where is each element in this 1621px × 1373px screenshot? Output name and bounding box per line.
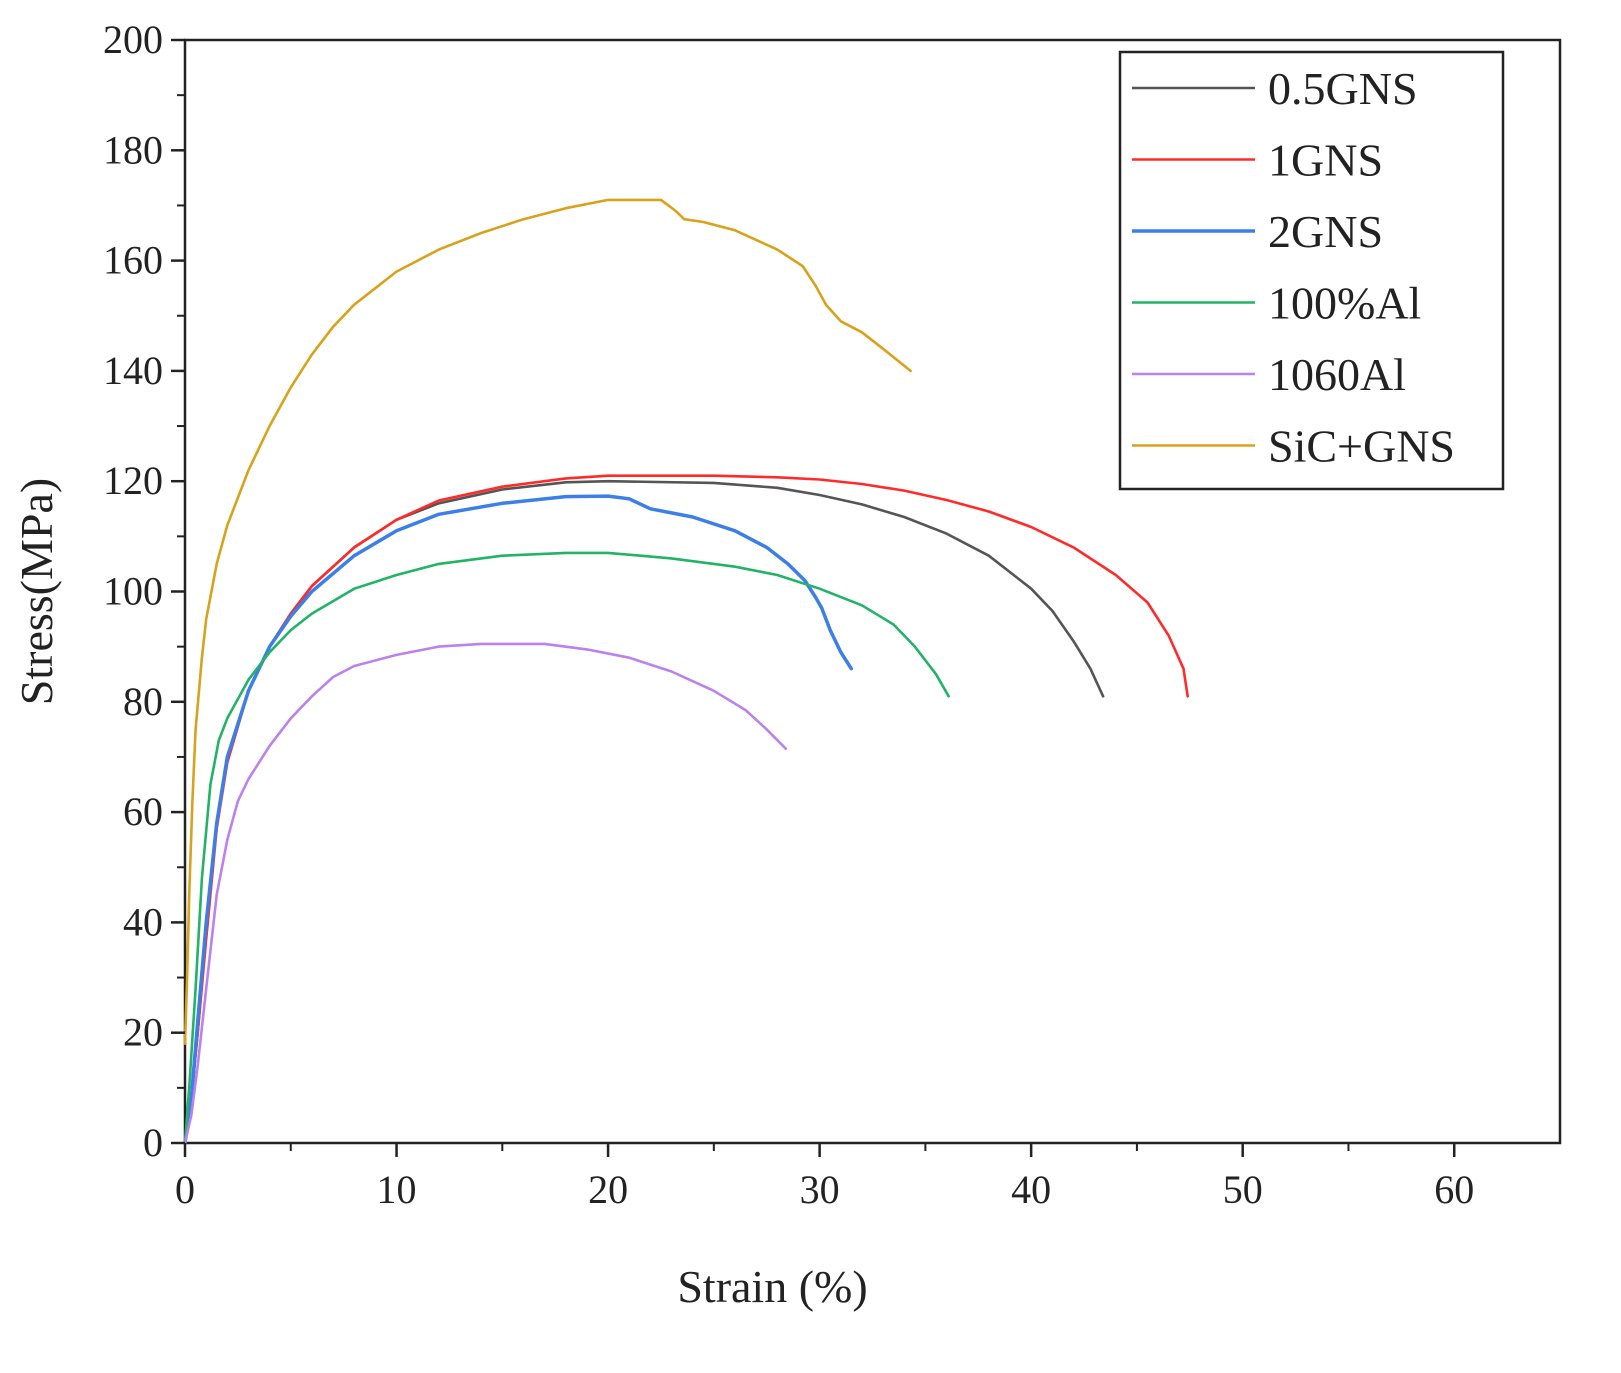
legend-label-2gns: 2GNS [1268, 206, 1383, 257]
y-axis-ticks: 0 20 40 60 80 100 120 140 160 180 200 [103, 17, 185, 1165]
y-tick-label: 80 [123, 679, 163, 724]
x-tick-label: 10 [377, 1167, 417, 1212]
y-tick-label: 200 [103, 17, 163, 62]
legend: 0.5GNS 1GNS 2GNS 100%Al 1060Al SiC+GNS [1118, 50, 1505, 491]
y-tick-label: 40 [123, 899, 163, 944]
y-tick-label: 100 [103, 569, 163, 614]
y-axis-title: Stress(MPa) [11, 478, 62, 705]
series-line-1gns [183, 474, 1189, 1145]
y-tick-label: 0 [143, 1120, 163, 1165]
y-tick-label: 120 [103, 458, 163, 503]
series-line-1060al [183, 642, 788, 1145]
x-tick-label: 30 [800, 1167, 840, 1212]
x-axis-title: Strain (%) [677, 1261, 867, 1312]
x-tick-label: 40 [1011, 1167, 1051, 1212]
y-tick-label: 60 [123, 789, 163, 834]
x-tick-label: 50 [1223, 1167, 1263, 1212]
series-line-2gns [183, 494, 854, 1145]
x-tick-label: 60 [1434, 1167, 1474, 1212]
legend-label-100-al: 100%Al [1268, 278, 1421, 329]
y-tick-label: 180 [103, 127, 163, 172]
x-tick-label: 20 [588, 1167, 628, 1212]
y-tick-label: 160 [103, 238, 163, 283]
legend-label-sic-gns: SiC+GNS [1268, 421, 1455, 472]
legend-label-1gns: 1GNS [1268, 135, 1383, 186]
y-tick-label: 20 [123, 1010, 163, 1055]
legend-label-1060al: 1060Al [1268, 349, 1406, 400]
series-line-100-al [183, 551, 950, 1145]
series-lines [183, 198, 1189, 1145]
x-axis-ticks: 0 10 20 30 40 50 60 [175, 1143, 1474, 1212]
legend-label-0-5gns: 0.5GNS [1268, 63, 1418, 114]
series-line-sic-gns [183, 198, 912, 1045]
legend-box [1118, 50, 1505, 491]
x-tick-label: 0 [175, 1167, 195, 1212]
y-tick-label: 140 [103, 348, 163, 393]
